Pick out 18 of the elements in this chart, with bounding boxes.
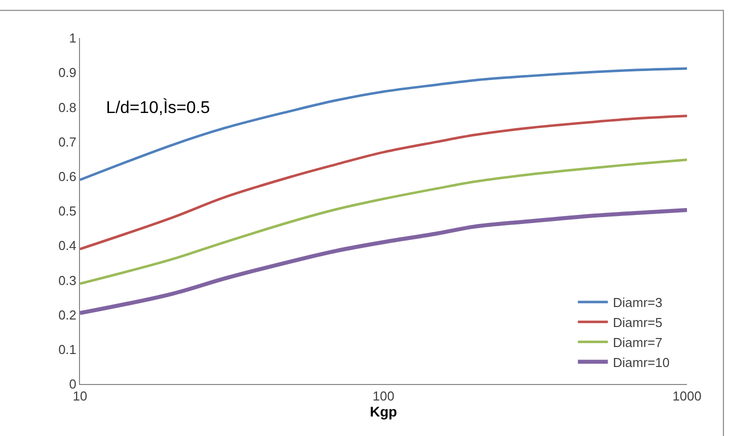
- y-tick-label: 0.6: [58, 168, 76, 184]
- y-tick-label: 0.8: [58, 100, 76, 115]
- y-tick-label: 0.2: [58, 307, 76, 322]
- legend-label: Diamr=3: [612, 295, 662, 310]
- y-tick-label: 0.4: [58, 238, 76, 254]
- x-tick-label: 1000: [672, 388, 702, 404]
- y-tick-label: 1: [69, 30, 76, 46]
- y-tick-label: 0.3: [58, 272, 76, 288]
- x-tick-label: 100: [372, 388, 394, 404]
- legend-label: Diamr=7: [612, 334, 662, 350]
- x-axis-title: Kgp: [370, 404, 398, 420]
- legend-label: Diamr=5: [612, 315, 662, 330]
- y-tick-label: 0.5: [58, 204, 76, 219]
- y-tick-label: 0.9: [58, 65, 76, 80]
- y-tick-label: 0.1: [58, 342, 76, 357]
- y-tick-label: 0.7: [58, 134, 76, 150]
- annotation: L/d=10,Ìs=0.5: [106, 98, 210, 117]
- legend-label: Diamr=10: [612, 354, 670, 370]
